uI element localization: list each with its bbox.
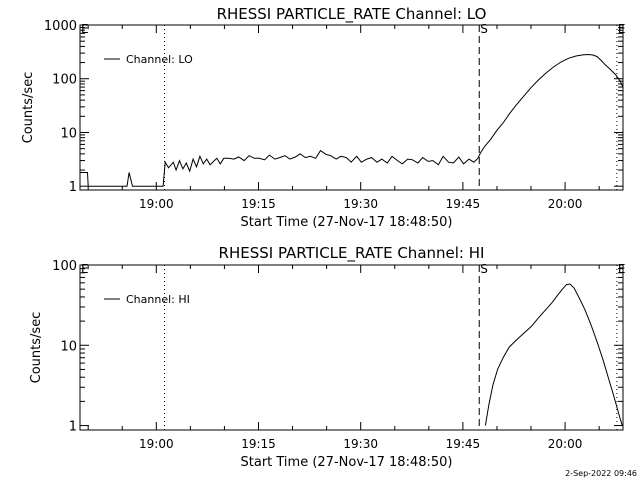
y-tick-label: 10 (60, 126, 77, 141)
y-axis-label: Counts/sec (29, 312, 44, 384)
x-tick-label: 19:45 (446, 197, 481, 211)
data-series-0 (80, 53, 623, 187)
plot-frame (79, 24, 624, 191)
y-tick-label: 100 (52, 73, 77, 88)
x-tick-label: 19:45 (446, 437, 481, 451)
footer-timestamp: 2-Sep-2022 09:46 (565, 469, 637, 478)
event-marker-label: E (81, 22, 89, 36)
y-axis-label: Counts/sec (21, 72, 36, 144)
y-tick-label: 1 (69, 420, 77, 435)
event-marker-label: S (480, 22, 488, 36)
legend-label: Channel: LO (126, 53, 193, 66)
x-tick-label: 19:15 (241, 197, 276, 211)
panel-lo: RHESSI PARTICLE_RATE Channel: LO 19:00 19:… (21, 5, 626, 230)
y-tick-label: 10 (60, 339, 77, 354)
event-marker-label: E (81, 262, 89, 276)
panel-hi: RHESSI PARTICLE_RATE Channel: HI 19:00 19:… (29, 244, 626, 470)
x-tick-label: 20:00 (548, 437, 583, 451)
chart-title: RHESSI PARTICLE_RATE Channel: HI (219, 244, 485, 263)
event-marker-label: S (480, 262, 488, 276)
x-tick-label: 19:00 (139, 197, 174, 211)
event-marker-label: E (618, 262, 626, 276)
x-tick-label: 19:30 (343, 437, 378, 451)
x-tick-label: 19:30 (343, 197, 378, 211)
y-tick-label: 100 (52, 259, 77, 274)
plot-frame (79, 264, 624, 431)
y-tick-label: 1000 (44, 19, 77, 34)
legend-label: Channel: HI (126, 293, 190, 306)
y-tick-label: 1 (69, 180, 77, 195)
x-tick-label: 19:00 (139, 437, 174, 451)
x-tick-label: 19:15 (241, 437, 276, 451)
data-series-0 (484, 283, 623, 426)
x-tick-label: 20:00 (548, 197, 583, 211)
x-axis-label: Start Time (27-Nov-17 18:48:50) (241, 455, 453, 470)
x-axis-label: Start Time (27-Nov-17 18:48:50) (241, 215, 453, 230)
chart-title: RHESSI PARTICLE_RATE Channel: LO (217, 5, 487, 24)
event-marker-label: E (618, 22, 626, 36)
